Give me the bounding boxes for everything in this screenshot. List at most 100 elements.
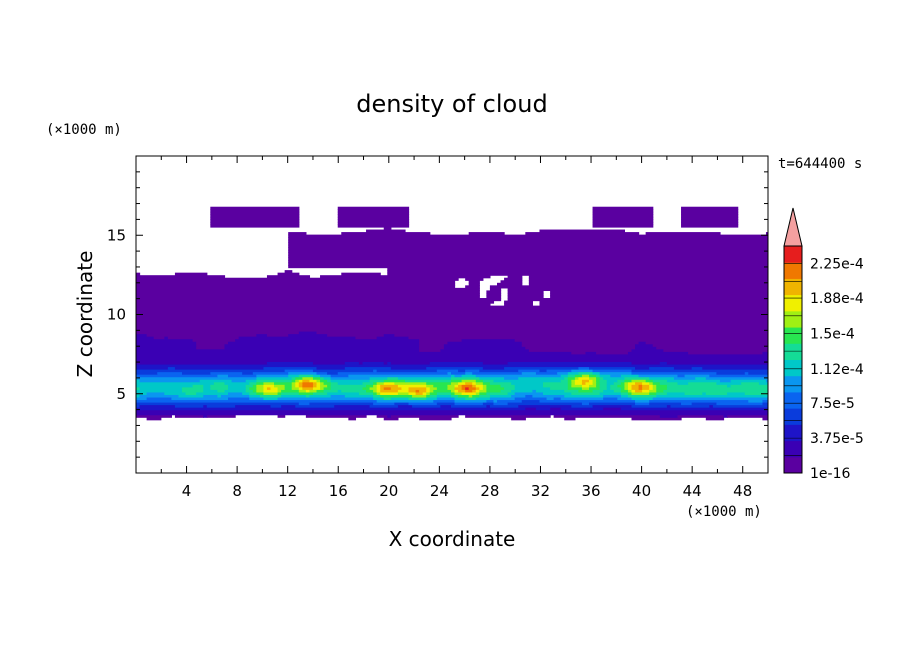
density-cell bbox=[504, 366, 579, 370]
density-cell bbox=[383, 227, 392, 231]
density-cell bbox=[688, 351, 764, 355]
density-cell bbox=[681, 219, 739, 223]
density-cell bbox=[231, 379, 247, 383]
density-cell bbox=[543, 391, 572, 395]
density-cell bbox=[196, 341, 229, 345]
density-cell bbox=[320, 381, 325, 385]
density-cell bbox=[266, 361, 314, 365]
x-tick-label: 40 bbox=[632, 482, 651, 500]
density-cell bbox=[450, 376, 480, 380]
density-cell bbox=[496, 282, 523, 286]
density-cell bbox=[288, 242, 768, 246]
density-cell bbox=[337, 216, 410, 220]
colorbar-label: 2.25e-4 bbox=[810, 257, 864, 273]
density-cell bbox=[387, 414, 392, 418]
y-tick-label: 15 bbox=[107, 226, 126, 244]
density-cell bbox=[741, 381, 760, 385]
density-cell bbox=[592, 371, 601, 375]
density-cell bbox=[408, 336, 768, 340]
density-cell bbox=[589, 384, 597, 388]
density-cell bbox=[256, 333, 268, 337]
density-cell bbox=[284, 386, 293, 390]
density-cell bbox=[380, 384, 399, 388]
density-cell bbox=[291, 386, 300, 390]
density-cell bbox=[263, 384, 275, 388]
density-cell bbox=[482, 379, 495, 383]
density-cell bbox=[546, 396, 555, 401]
density-cell bbox=[620, 381, 626, 385]
density-cell bbox=[249, 386, 257, 390]
density-cell bbox=[631, 348, 664, 352]
density-cell bbox=[426, 381, 452, 385]
density-cell bbox=[599, 384, 608, 388]
density-cell bbox=[592, 389, 604, 393]
density-cell bbox=[482, 386, 487, 390]
density-cell bbox=[373, 401, 395, 406]
density-cell bbox=[518, 369, 541, 373]
density-cell bbox=[146, 333, 257, 337]
density-cell bbox=[719, 379, 732, 383]
density-cell bbox=[210, 216, 300, 220]
density-cell bbox=[256, 386, 265, 390]
colorbar-segment bbox=[784, 343, 802, 360]
density-cell bbox=[330, 381, 339, 385]
density-cell bbox=[550, 290, 768, 294]
density-cell bbox=[482, 366, 505, 370]
density-cell bbox=[589, 379, 594, 383]
density-cell bbox=[535, 389, 565, 393]
density-cell bbox=[507, 295, 544, 299]
density-cell bbox=[564, 376, 569, 380]
density-cell bbox=[599, 386, 608, 390]
density-cell bbox=[164, 336, 169, 340]
colorbar-segment bbox=[784, 359, 802, 377]
density-cell bbox=[521, 343, 636, 347]
density-cell bbox=[532, 389, 537, 393]
density-cell bbox=[461, 384, 473, 388]
density-cell bbox=[320, 376, 325, 380]
density-cell bbox=[146, 391, 165, 395]
density-cell bbox=[337, 371, 449, 375]
density-cell bbox=[610, 384, 618, 388]
chart-title: density of cloud bbox=[356, 90, 547, 118]
density-cell bbox=[373, 396, 385, 401]
density-cell bbox=[330, 384, 367, 388]
density-cell bbox=[397, 404, 413, 408]
density-cell bbox=[472, 381, 477, 385]
density-cell bbox=[136, 414, 172, 418]
density-cell bbox=[217, 389, 226, 393]
density-cell bbox=[369, 404, 399, 408]
density-cell bbox=[642, 389, 650, 393]
density-cell bbox=[486, 290, 502, 294]
density-cell bbox=[514, 396, 548, 401]
density-cell bbox=[458, 381, 466, 385]
density-cell bbox=[528, 348, 633, 352]
density-cell bbox=[762, 399, 768, 403]
density-cell bbox=[666, 379, 721, 383]
x-unit-label: (×1000 m) bbox=[686, 504, 762, 520]
density-cell bbox=[224, 343, 420, 347]
density-cell bbox=[631, 404, 668, 408]
density-cell bbox=[727, 384, 732, 388]
density-cell bbox=[369, 379, 385, 383]
density-cell bbox=[291, 381, 296, 385]
density-cell bbox=[394, 381, 427, 385]
density-cell bbox=[507, 292, 544, 297]
density-cell bbox=[514, 391, 544, 395]
density-cell bbox=[479, 369, 519, 373]
density-cell bbox=[631, 391, 650, 395]
density-cell bbox=[627, 384, 633, 388]
density-cell bbox=[383, 379, 406, 383]
density-cell bbox=[709, 374, 768, 378]
density-cell bbox=[727, 391, 746, 395]
density-cell bbox=[136, 386, 141, 390]
density-cell bbox=[458, 384, 463, 388]
density-cell bbox=[493, 379, 562, 383]
density-cell bbox=[631, 361, 661, 365]
density-cell bbox=[454, 386, 463, 390]
density-cell bbox=[677, 381, 689, 385]
density-cell bbox=[302, 379, 311, 383]
density-cell bbox=[649, 386, 654, 390]
density-cell bbox=[592, 219, 654, 223]
density-cell bbox=[139, 394, 180, 398]
density-cell bbox=[500, 384, 516, 388]
